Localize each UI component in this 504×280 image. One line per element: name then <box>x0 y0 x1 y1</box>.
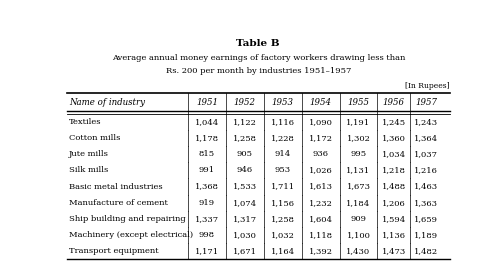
Text: 1,218: 1,218 <box>382 166 406 174</box>
Text: 1,116: 1,116 <box>271 118 295 126</box>
Text: 1,243: 1,243 <box>414 118 438 126</box>
Text: 1956: 1956 <box>383 97 405 107</box>
Text: 1951: 1951 <box>196 97 218 107</box>
Text: 1,671: 1,671 <box>233 247 257 255</box>
Text: 1,368: 1,368 <box>195 183 219 191</box>
Text: 953: 953 <box>275 166 291 174</box>
Text: 1,206: 1,206 <box>382 199 406 207</box>
Text: 1,191: 1,191 <box>346 118 370 126</box>
Text: 1,659: 1,659 <box>414 215 438 223</box>
Text: Transport equipment: Transport equipment <box>69 247 158 255</box>
Text: Textiles: Textiles <box>69 118 101 126</box>
Text: 815: 815 <box>199 150 215 158</box>
Text: 1,392: 1,392 <box>308 247 333 255</box>
Text: 936: 936 <box>312 150 329 158</box>
Text: 1,430: 1,430 <box>346 247 370 255</box>
Text: 1,216: 1,216 <box>414 166 438 174</box>
Text: 1953: 1953 <box>272 97 294 107</box>
Text: 909: 909 <box>350 215 366 223</box>
Text: 1,030: 1,030 <box>233 231 257 239</box>
Text: 998: 998 <box>199 231 215 239</box>
Text: 1,178: 1,178 <box>195 134 219 142</box>
Text: 1,118: 1,118 <box>308 231 333 239</box>
Text: 1,228: 1,228 <box>271 134 295 142</box>
Text: 1,302: 1,302 <box>347 134 370 142</box>
Text: Cotton mills: Cotton mills <box>69 134 120 142</box>
Text: 1,090: 1,090 <box>308 118 333 126</box>
Text: 1,232: 1,232 <box>308 199 333 207</box>
Text: 1,711: 1,711 <box>271 183 295 191</box>
Text: 1,363: 1,363 <box>414 199 438 207</box>
Text: 1,032: 1,032 <box>271 231 295 239</box>
Text: 1,258: 1,258 <box>271 215 295 223</box>
Text: 1,473: 1,473 <box>382 247 406 255</box>
Text: Jute mills: Jute mills <box>69 150 109 158</box>
Text: 1,171: 1,171 <box>195 247 219 255</box>
Text: 1,604: 1,604 <box>308 215 333 223</box>
Text: Manufacture of cement: Manufacture of cement <box>69 199 168 207</box>
Text: 1,613: 1,613 <box>308 183 333 191</box>
Text: Rs. 200 per month by industries 1951–1957: Rs. 200 per month by industries 1951–195… <box>166 67 351 75</box>
Text: Ship building and repairing: Ship building and repairing <box>69 215 185 223</box>
Text: Average annual money earnings of factory workers drawing less than: Average annual money earnings of factory… <box>111 54 405 62</box>
Text: 1,360: 1,360 <box>382 134 406 142</box>
Text: 1,317: 1,317 <box>233 215 257 223</box>
Text: 905: 905 <box>237 150 253 158</box>
Text: 1,189: 1,189 <box>414 231 438 239</box>
Text: 946: 946 <box>237 166 253 174</box>
Text: 919: 919 <box>199 199 215 207</box>
Text: Machinery (except electrical): Machinery (except electrical) <box>69 231 193 239</box>
Text: 1955: 1955 <box>347 97 369 107</box>
Text: [In Rupees]: [In Rupees] <box>405 82 450 90</box>
Text: 1,184: 1,184 <box>346 199 370 207</box>
Text: 1,258: 1,258 <box>233 134 257 142</box>
Text: 1,100: 1,100 <box>347 231 370 239</box>
Text: 1,482: 1,482 <box>414 247 438 255</box>
Text: 1,488: 1,488 <box>382 183 406 191</box>
Text: 1,673: 1,673 <box>346 183 370 191</box>
Text: 1952: 1952 <box>234 97 256 107</box>
Text: 991: 991 <box>199 166 215 174</box>
Text: 995: 995 <box>350 150 366 158</box>
Text: 1,364: 1,364 <box>414 134 438 142</box>
Text: Silk mills: Silk mills <box>69 166 108 174</box>
Text: 1,074: 1,074 <box>233 199 257 207</box>
Text: 1,463: 1,463 <box>414 183 438 191</box>
Text: 1,026: 1,026 <box>309 166 333 174</box>
Text: 1,172: 1,172 <box>308 134 333 142</box>
Text: 1954: 1954 <box>309 97 332 107</box>
Text: 1957: 1957 <box>415 97 437 107</box>
Text: 1,164: 1,164 <box>271 247 295 255</box>
Text: 1,044: 1,044 <box>195 118 219 126</box>
Text: 1,337: 1,337 <box>195 215 219 223</box>
Text: 1,131: 1,131 <box>346 166 370 174</box>
Text: 1,533: 1,533 <box>233 183 257 191</box>
Text: 1,594: 1,594 <box>382 215 406 223</box>
Text: Name of industry: Name of industry <box>69 97 145 107</box>
Text: 1,122: 1,122 <box>233 118 257 126</box>
Text: 1,037: 1,037 <box>414 150 438 158</box>
Text: 1,136: 1,136 <box>382 231 406 239</box>
Text: 1,156: 1,156 <box>271 199 295 207</box>
Text: 914: 914 <box>275 150 291 158</box>
Text: 1,034: 1,034 <box>382 150 406 158</box>
Text: 1,245: 1,245 <box>382 118 406 126</box>
Text: Table B: Table B <box>236 39 280 48</box>
Text: Basic metal industries: Basic metal industries <box>69 183 162 191</box>
